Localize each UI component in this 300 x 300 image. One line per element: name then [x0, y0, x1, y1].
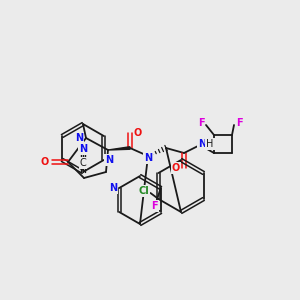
Text: F: F: [236, 118, 242, 128]
Text: N: N: [79, 144, 87, 154]
Text: O: O: [172, 163, 180, 173]
Text: H: H: [206, 139, 214, 149]
Text: N: N: [198, 139, 206, 149]
Text: N: N: [144, 153, 152, 163]
Text: F: F: [152, 201, 158, 211]
Text: N: N: [105, 155, 113, 165]
Text: F: F: [198, 118, 204, 128]
Text: O: O: [134, 128, 142, 138]
Text: N: N: [109, 183, 117, 193]
Polygon shape: [108, 147, 130, 150]
Text: C: C: [80, 158, 86, 168]
Text: O: O: [41, 157, 49, 167]
Text: Cl: Cl: [138, 186, 149, 196]
Text: N: N: [75, 133, 83, 143]
